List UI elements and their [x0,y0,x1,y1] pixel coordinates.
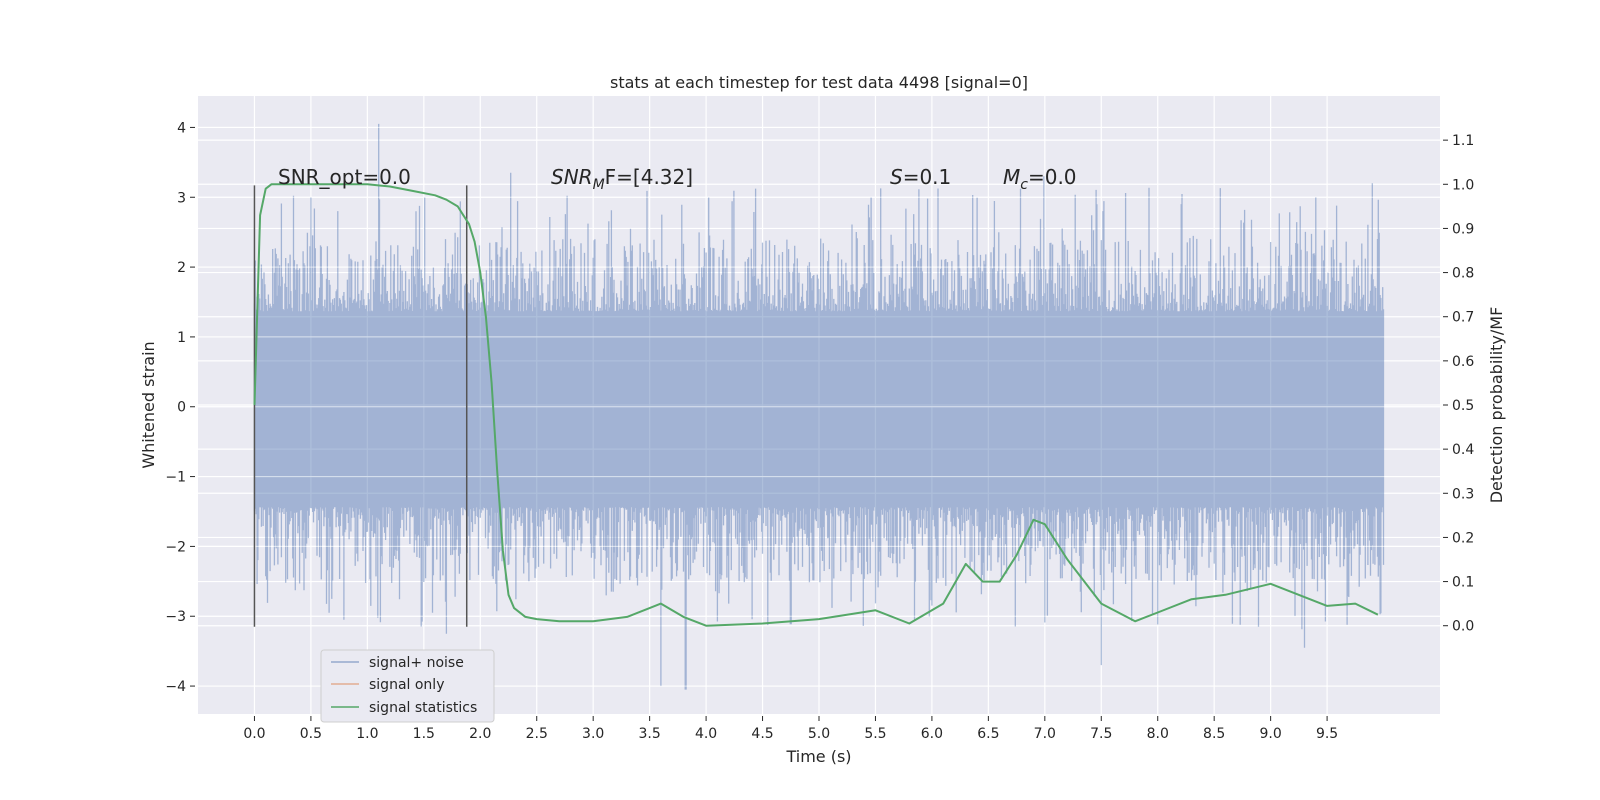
x-tick-label: 1.0 [356,726,378,742]
y2-tick-label: 0.5 [1452,398,1474,414]
legend-label-signal-statistics: signal statistics [369,700,477,716]
y2-tick-label: 0.0 [1452,619,1474,635]
annotation-snr-opt: SNR_opt=0.0 [278,165,411,189]
y2-tick-label: 0.9 [1452,221,1474,237]
annotation-s: S=0.1 [890,165,951,189]
x-tick-label: 4.5 [751,726,773,742]
x-tick-label: 6.0 [921,726,943,742]
y2-tick-label: 0.1 [1452,575,1474,591]
statistics-series [253,183,1379,627]
statistics-line [253,183,1379,627]
x-tick-label: 6.5 [977,726,999,742]
y-tick-label: 4 [177,120,186,136]
x-tick-label: 2.5 [526,726,548,742]
noise-series [198,123,1440,690]
x-tick-label: 7.5 [1090,726,1112,742]
x-tick-label: 0.0 [243,726,265,742]
x-tick-label: 7.0 [1034,726,1056,742]
y2-tick-label: 0.4 [1452,442,1474,458]
y-tick-label: 2 [177,260,186,276]
x-axis-label: Time (s) [785,747,851,766]
y2-axis-label: Detection probability/MF [1487,307,1506,504]
vlines [253,185,468,627]
x-tick-label: 8.0 [1147,726,1169,742]
y2-tick-label: 0.7 [1452,310,1474,326]
x-tick-label: 8.5 [1203,726,1225,742]
legend-box [320,649,495,723]
y-tick-label: −3 [165,609,186,625]
y-tick-label: −4 [165,679,186,695]
y-tick-label: 0 [177,400,186,416]
y2-tick-label: 0.3 [1452,486,1474,502]
x-tick-label: 3.0 [582,726,604,742]
x-tick-label: 9.5 [1316,726,1338,742]
chart-title: stats at each timestep for test data 449… [610,73,1028,92]
y-tick-label: −1 [165,470,186,486]
y-axis-label: Whitened strain [139,341,158,468]
annotation-mc: Mc=0.0 [1003,165,1077,193]
y2-tick-label: 1.1 [1452,133,1474,149]
legend-label-signal-only: signal only [369,677,444,693]
x-tick-label: 0.5 [300,726,322,742]
x-tick-label: 3.5 [639,726,661,742]
y2-tick-label: 0.2 [1452,530,1474,546]
annotation-snr-mf: SNRMF=[4.32] [551,165,693,193]
y2-tick-label: 0.6 [1452,354,1474,370]
x-tick-label: 1.5 [413,726,435,742]
legend-label-signal-noise: signal+ noise [369,655,464,671]
y2-tick-label: 1.0 [1452,177,1474,193]
x-tick-label: 5.0 [808,726,830,742]
y-tick-label: 3 [177,190,186,206]
x-tick-label: 2.0 [469,726,491,742]
legend: signal+ noise signal only signal statist… [320,649,495,723]
x-tick-label: 4.0 [695,726,717,742]
y-tick-label: −2 [165,539,186,555]
ticks: 0.0 0.5 1.0 1.5 2.0 2.5 3.0 3.5 4.0 4.5 5.0 5.5 6.0 6… [165,120,1474,742]
y2-tick-label: 0.8 [1452,266,1474,282]
y-tick-label: 1 [177,330,186,346]
x-tick-label: 5.5 [864,726,886,742]
x-tick-label: 9.0 [1260,726,1282,742]
